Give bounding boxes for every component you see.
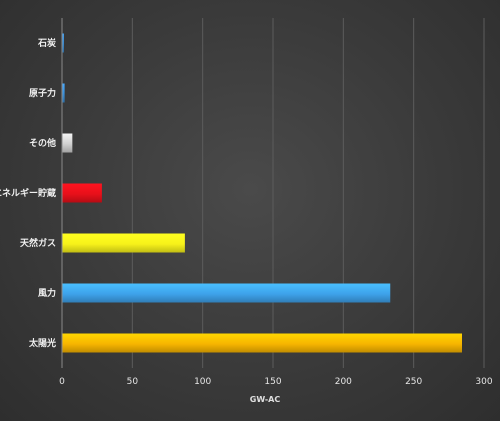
category-label-1: 原子力 [29,87,56,99]
bar-0 [62,33,64,53]
gridlines [131,18,485,368]
x-tick-label-250: 250 [405,377,422,387]
x-tick-label-0: 0 [59,377,65,387]
x-tick-label-150: 150 [264,377,281,387]
x-tick-label-200: 200 [335,377,352,387]
x-tick-label-50: 50 [127,377,139,387]
category-label-3: エネルギー貯蔵 [0,187,56,199]
bar-1 [62,83,65,103]
bar-2 [62,133,73,153]
category-labels: 石炭原子力その他エネルギー貯蔵天然ガス風力太陽光 [0,37,56,349]
category-label-2: その他 [29,137,56,149]
category-label-0: 石炭 [37,37,56,49]
bars [62,33,462,353]
category-label-4: 天然ガス [20,237,56,249]
category-label-6: 太陽光 [28,337,56,349]
category-label-5: 風力 [38,287,56,299]
x-tick-labels: 0 50 100 150 200 250 300 [59,377,493,387]
x-tick-label-100: 100 [194,377,211,387]
bar-6 [62,333,462,353]
x-axis-title: GW-AC [250,395,281,404]
bar-5 [62,283,391,303]
x-tick-label-300: 300 [475,377,492,387]
bar-3 [62,183,102,203]
bar-4 [62,233,185,253]
